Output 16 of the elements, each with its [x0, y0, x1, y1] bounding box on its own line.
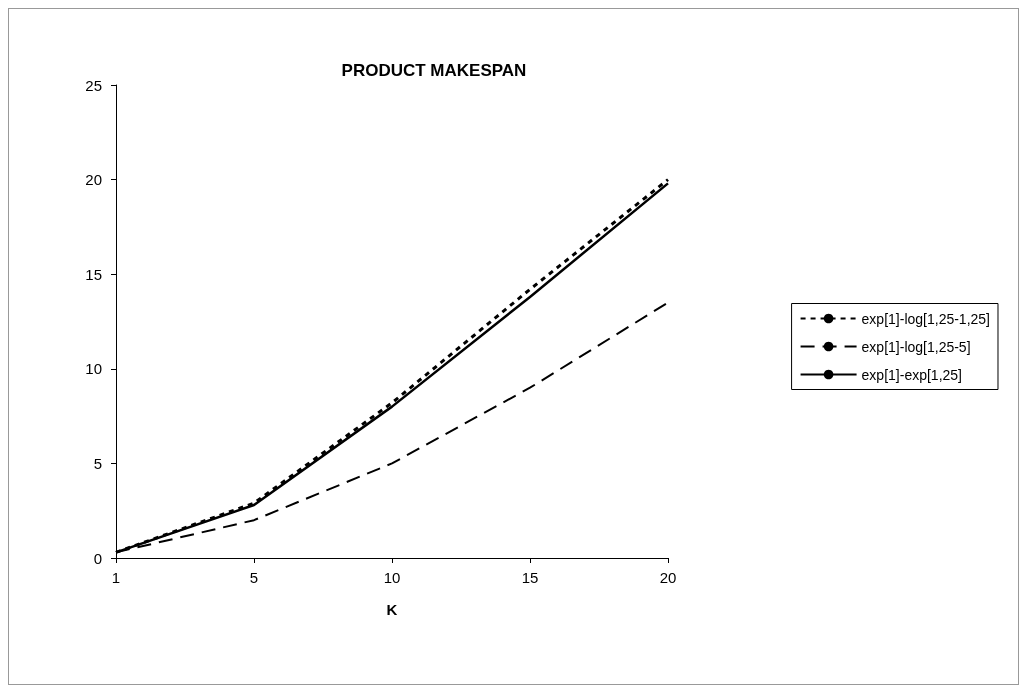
y-tick-label: 0: [93, 549, 102, 567]
y-tick-label: 15: [85, 265, 102, 283]
chart-title: PRODUCT MAKESPAN: [341, 61, 527, 80]
y-tick-label: 25: [85, 76, 102, 94]
x-tick-label: 15: [521, 569, 539, 586]
x-axis-title: K: [386, 601, 398, 618]
legend-label: exp[1]-log[1,25-1,25]: [861, 310, 990, 327]
y-tick-label: 10: [85, 360, 102, 378]
y-tick-label: 5: [93, 454, 102, 472]
x-tick-label: 20: [659, 569, 677, 586]
x-tick-label: 1: [111, 569, 121, 586]
y-tick-label: 20: [85, 171, 102, 189]
x-tick-label: 5: [249, 569, 259, 586]
x-tick-label: 10: [383, 569, 401, 586]
legend-label: exp[1]-exp[1,25]: [861, 366, 962, 383]
legend-label: exp[1]-log[1,25-5]: [861, 338, 971, 355]
